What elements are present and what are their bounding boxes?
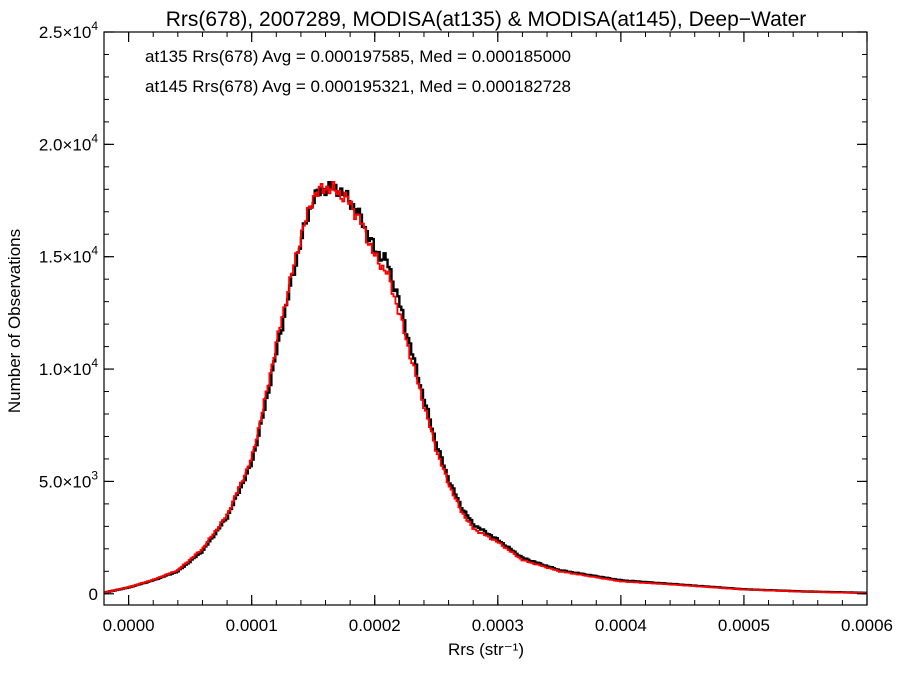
x-tick-label: 0.0000 — [103, 616, 155, 635]
y-tick-label: 0 — [89, 585, 98, 604]
legend-entry-at135: at135 Rrs(678) Avg = 0.000197585, Med = … — [145, 47, 571, 66]
legend-entry-at145: at145 Rrs(678) Avg = 0.000195321, Med = … — [145, 77, 571, 96]
y-tick-label: 2.0×104 — [39, 131, 98, 154]
y-tick-label: 1.0×104 — [39, 356, 98, 379]
x-tick-label: 0.0004 — [595, 616, 647, 635]
plot-frame — [103, 31, 868, 606]
y-tick-label: 2.5×104 — [39, 19, 98, 42]
x-axis-label: Rrs (str⁻¹) — [448, 640, 524, 659]
y-tick-label: 5.0×103 — [39, 468, 98, 491]
y-tick-label: 1.5×104 — [39, 244, 98, 267]
legend: at135 Rrs(678) Avg = 0.000197585, Med = … — [145, 47, 571, 96]
x-tick-label: 0.0001 — [226, 616, 278, 635]
series-line-at135 — [104, 181, 868, 595]
axes-layer: 0.0000 0.0001 0.0002 0.0003 0.0004 0.0005 0.00… — [39, 19, 893, 635]
series-line-at145 — [104, 181, 867, 594]
x-tick-label: 0.0003 — [472, 616, 524, 635]
chart-title: Rrs(678), 2007289, MODISA(at135) & MODIS… — [166, 8, 807, 31]
y-axis-label: Number of Observations — [5, 229, 24, 413]
x-tick-label: 0.0005 — [718, 616, 770, 635]
x-tick-label: 0.0002 — [349, 616, 401, 635]
x-tick-label: 0.0006 — [841, 616, 893, 635]
series-layer — [104, 181, 868, 595]
